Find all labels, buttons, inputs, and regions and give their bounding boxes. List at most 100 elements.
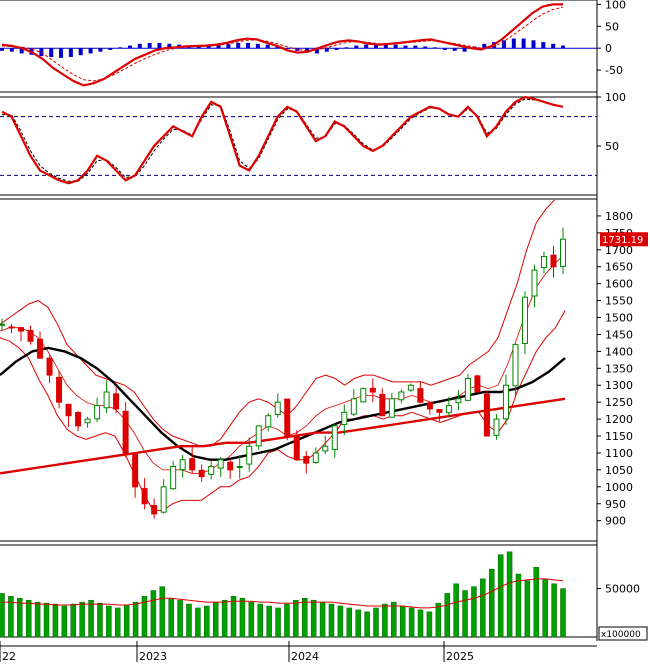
candle-body: [189, 458, 196, 471]
price-tick-label: 1400: [605, 345, 633, 358]
candle-body: [65, 403, 72, 417]
macd-histogram-bar: [344, 47, 349, 49]
price-tick-label: 1050: [605, 464, 633, 477]
volume-bar: [560, 588, 566, 638]
bollinger-upper-band: [0, 200, 556, 447]
price-tick-label: 950: [605, 498, 626, 511]
price-tick-label: 1150: [605, 430, 633, 443]
candle-body: [483, 393, 490, 437]
volume-bar: [159, 586, 166, 638]
date-label: 22: [2, 650, 16, 663]
last-price-label: 1731.19: [602, 235, 643, 246]
candle-body: [160, 486, 167, 513]
volume-bar: [8, 596, 14, 638]
candle-body: [331, 425, 338, 450]
macd-histogram-bar: [541, 42, 546, 49]
candle-body: [246, 445, 253, 465]
macd-histogram-bar: [511, 38, 516, 49]
macd-histogram-bar: [374, 43, 378, 49]
volume-bar: [426, 611, 433, 638]
volume-bar: [132, 601, 139, 638]
macd-histogram-bar: [206, 45, 211, 49]
volume-bar: [61, 605, 68, 638]
volume-bar: [337, 605, 344, 638]
macd-histogram-bar: [19, 48, 24, 54]
macd-histogram-bar: [442, 48, 447, 50]
candle-body: [417, 388, 424, 403]
volume-bar: [257, 603, 263, 638]
candle-body: [255, 425, 262, 447]
macd-histogram-bar: [147, 42, 152, 49]
price-tick-label: 1000: [605, 481, 633, 494]
macd-histogram-bar: [236, 42, 241, 49]
candle-body: [474, 375, 481, 393]
candle-body: [103, 391, 110, 409]
macd-histogram-bar: [167, 43, 172, 49]
macd-histogram-bar: [561, 45, 565, 49]
candle-body: [84, 418, 91, 424]
candle-body: [407, 384, 414, 391]
volume-bar: [328, 603, 335, 638]
volume-bar: [123, 604, 130, 638]
volume-bar: [17, 598, 23, 638]
volume-bar: [489, 568, 495, 638]
candle-body: [236, 466, 243, 469]
volume-bar: [417, 609, 424, 638]
volume-bar: [551, 583, 557, 638]
candle-body: [284, 398, 291, 437]
volume-bar: [435, 602, 442, 638]
price-tick-label: 1600: [605, 278, 633, 291]
ma-200-line: [0, 397, 566, 475]
candle-body: [341, 411, 348, 426]
candle-body: [75, 412, 82, 427]
candle-body: [369, 387, 376, 393]
macd-histogram-bar: [531, 40, 536, 49]
volume-bar: [34, 601, 41, 638]
volume-bar: [168, 598, 174, 638]
candle-body: [360, 388, 367, 403]
volume-bar: [266, 605, 272, 638]
volume-bar: [88, 599, 94, 638]
volume-bar: [408, 607, 415, 638]
macd-histogram-bar: [118, 47, 123, 49]
volume-bar: [506, 551, 513, 638]
volume-bar: [52, 603, 59, 638]
volume-bar: [70, 603, 76, 638]
macd-histogram-bar: [364, 44, 369, 49]
date-label: 2025: [446, 650, 474, 663]
stochastic-tick-label: 100: [605, 91, 626, 104]
volume-bar: [346, 607, 353, 638]
volume-bar: [177, 599, 183, 638]
volume-bar: [43, 602, 50, 638]
candle-body: [293, 434, 300, 461]
candle-body: [512, 344, 519, 387]
candle-body: [113, 393, 120, 410]
volume-bar: [293, 599, 299, 638]
stochastic-line: [1, 95, 564, 185]
candle-body: [521, 296, 528, 345]
macd-histogram-bar: [108, 48, 113, 50]
volume-bar: [248, 601, 255, 638]
price-tick-label: 900: [605, 515, 626, 528]
last-price-tag: [600, 232, 648, 247]
macd-histogram-bar: [49, 48, 54, 57]
volume-unit-box: [598, 626, 648, 641]
candle-body: [312, 452, 319, 464]
macd-histogram-bar: [462, 48, 467, 52]
candle-body: [217, 459, 224, 469]
price-tick-label: 1500: [605, 312, 633, 325]
macd-histogram-bar: [413, 45, 418, 49]
macd-histogram-bar: [452, 48, 457, 51]
candle-body: [0, 323, 5, 326]
candle-body: [464, 377, 471, 401]
macd-histogram-bar: [68, 48, 73, 57]
candle-body: [27, 329, 34, 342]
candle-body: [141, 488, 148, 505]
candle-body: [94, 405, 101, 420]
macd-histogram-bar: [0, 48, 4, 51]
candle-body: [132, 453, 139, 488]
candle-body: [540, 256, 547, 268]
volume-bar: [0, 593, 5, 638]
macd-histogram-bar: [78, 48, 83, 56]
volume-tick-label: 50000: [605, 583, 640, 596]
